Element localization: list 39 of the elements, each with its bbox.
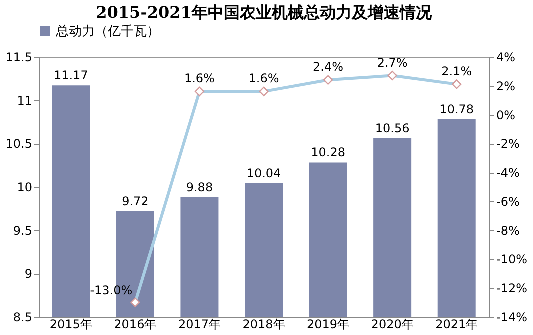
- y2-tick-label: -6%: [496, 194, 520, 209]
- x-tick-label: 2020年: [371, 318, 414, 332]
- y2-tick-label: -12%: [496, 282, 528, 296]
- y2-tick-label: -10%: [496, 252, 528, 267]
- y-tick-label: 9.5: [13, 224, 32, 238]
- x-tick-label: 2019年: [307, 318, 350, 332]
- x-tick-label: 2018年: [242, 318, 286, 332]
- data-label: -13.0%: [90, 284, 133, 298]
- data-label: 1.6%: [248, 72, 280, 86]
- data-label: 2.4%: [313, 60, 344, 74]
- y-tick-label: 10: [17, 180, 32, 194]
- y2-tick-label: 2%: [496, 79, 516, 94]
- y2-tick-label: -8%: [496, 224, 520, 238]
- chart-title: 2015-2021年中国农业机械总动力及增速情况: [96, 3, 433, 22]
- y2-tick-label: 4%: [496, 50, 516, 64]
- x-tick-label: 2021年: [436, 318, 478, 332]
- data-label: 1.6%: [184, 72, 215, 86]
- x-tick-label: 2015年: [50, 318, 92, 332]
- y-tick-label: 11: [17, 94, 32, 108]
- y2-tick-label: -2%: [496, 137, 520, 152]
- data-label: 10.04: [246, 166, 282, 181]
- y-tick-label: 10.5: [6, 137, 32, 152]
- y2-tick-label: -14%: [496, 310, 528, 324]
- data-label: 10.78: [440, 102, 474, 116]
- data-label: 11.17: [54, 68, 88, 83]
- y-tick-label: 11.5: [6, 50, 32, 64]
- legend-label: 总动力（亿千瓦）: [55, 24, 160, 40]
- data-label: 10.56: [375, 121, 410, 136]
- y2-tick-label: 0%: [496, 108, 516, 122]
- x-tick-label: 2017年: [178, 318, 221, 332]
- x-tick-label: 2016年: [114, 318, 157, 332]
- y2-tick-label: -4%: [496, 166, 520, 180]
- data-label: 9.88: [186, 180, 214, 194]
- data-label: 2.7%: [377, 56, 408, 70]
- y-tick-label: 9: [24, 267, 32, 282]
- data-label: 2.1%: [442, 64, 472, 78]
- y-tick-label: 8.5: [13, 310, 32, 324]
- data-label: 9.72: [122, 194, 149, 208]
- data-label: 10.28: [311, 146, 346, 160]
